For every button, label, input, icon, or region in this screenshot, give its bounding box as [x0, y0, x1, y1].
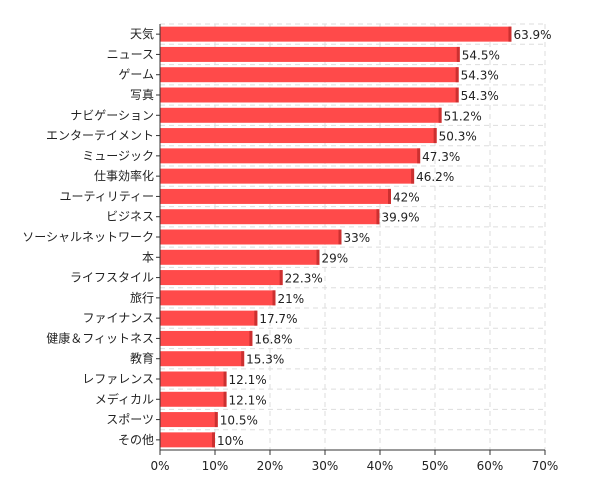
data-label: 10.5% — [220, 414, 258, 428]
bar-edge — [223, 371, 227, 387]
category-label: ナビゲーション — [70, 108, 154, 122]
x-tick-label: 10% — [202, 459, 229, 473]
axes: 天気ニュースゲーム写真ナビゲーションエンターテイメントミュージック仕事効率化ユー… — [22, 24, 558, 473]
data-label: 54.3% — [461, 69, 499, 83]
bar-edge — [279, 270, 283, 286]
bar-edge — [433, 128, 437, 144]
bar — [160, 209, 380, 225]
bars: 63.9% 54.5% 54.3% 54.3% 51.2% 50.3% 47.3% 46.2%… — [160, 26, 552, 448]
data-label: 16.8% — [254, 332, 292, 346]
data-label: 12.1% — [229, 393, 267, 407]
data-label: 54.5% — [462, 48, 500, 62]
x-tick-label: 0% — [150, 459, 169, 473]
category-label: 旅行 — [130, 291, 154, 305]
bar — [160, 371, 227, 387]
bar-edge — [338, 229, 342, 245]
bar-edge — [249, 330, 253, 346]
category-label: レファレンス — [82, 372, 154, 386]
data-label: 15.3% — [246, 353, 284, 367]
category-label: ミュージック — [82, 149, 154, 163]
category-label: スポーツ — [106, 413, 154, 427]
bar — [160, 330, 253, 346]
bar-edge — [214, 412, 218, 428]
bar — [160, 391, 227, 407]
data-label: 63.9% — [513, 28, 551, 42]
x-tick-label: 40% — [367, 459, 394, 473]
bar-edge — [388, 188, 391, 204]
bar — [160, 128, 437, 144]
bar-edge — [508, 26, 512, 42]
category-label: メディカル — [95, 391, 154, 406]
bar — [160, 432, 215, 448]
bar-edge — [455, 67, 459, 83]
category-label: ゲーム — [118, 68, 154, 82]
bar-edge — [241, 351, 245, 367]
bar-edge — [438, 107, 442, 123]
category-label: ニュース — [107, 47, 154, 61]
category-label: ライフスタイル — [70, 271, 154, 285]
category-label: 仕事効率化 — [94, 168, 154, 183]
data-label: 10% — [217, 434, 244, 448]
data-label: 39.9% — [381, 211, 419, 225]
category-label: その他 — [118, 433, 154, 447]
data-label: 50.3% — [439, 130, 477, 144]
data-label: 47.3% — [422, 150, 460, 164]
bar — [160, 412, 218, 428]
bar — [160, 270, 283, 286]
x-tick-label: 60% — [477, 459, 504, 473]
bar-edge — [376, 209, 380, 225]
bar — [160, 46, 460, 62]
category-label: 写真 — [130, 88, 154, 102]
category-label: 天気 — [130, 26, 154, 41]
bar — [160, 290, 276, 306]
data-label: 33% — [344, 231, 371, 245]
bar — [160, 310, 258, 326]
category-label: 本 — [142, 250, 154, 264]
data-label: 22.3% — [285, 272, 323, 286]
x-tick-label: 30% — [312, 459, 339, 473]
bar-edge — [417, 148, 421, 164]
category-label: 教育 — [130, 351, 154, 366]
bar — [160, 351, 245, 367]
data-label: 54.3% — [461, 89, 499, 103]
data-label: 29% — [322, 251, 349, 265]
bar — [160, 188, 391, 204]
category-label: ユーティリティー — [59, 189, 154, 203]
data-label: 46.2% — [416, 170, 454, 184]
data-label: 21% — [278, 292, 305, 306]
bar-edge — [455, 87, 459, 103]
x-tick-label: 70% — [532, 459, 559, 473]
category-label: ファイナンス — [82, 311, 154, 325]
bar-edge — [456, 46, 460, 62]
bar-edge — [254, 310, 258, 326]
bar — [160, 249, 320, 265]
bar — [160, 87, 459, 103]
category-label: ソーシャルネットワーク — [22, 230, 154, 244]
bar-edge — [223, 391, 227, 407]
bar-edge — [316, 249, 320, 265]
bar-edge — [212, 432, 215, 448]
category-label: ビジネス — [106, 210, 154, 224]
bar — [160, 26, 512, 42]
data-label: 42% — [393, 190, 420, 204]
x-tick-label: 20% — [257, 459, 284, 473]
bar — [160, 67, 459, 83]
bar — [160, 168, 415, 184]
bar-edge — [411, 168, 415, 184]
data-label: 51.2% — [444, 109, 482, 123]
data-label: 12.1% — [229, 373, 267, 387]
bar-edge — [272, 290, 276, 306]
category-label: エンターテイメント — [46, 129, 154, 143]
data-label: 17.7% — [259, 312, 297, 326]
x-tick-label: 50% — [422, 459, 449, 473]
bar — [160, 148, 421, 164]
category-label: 健康＆フィットネス — [46, 330, 154, 345]
bar — [160, 107, 442, 123]
bar — [160, 229, 342, 245]
